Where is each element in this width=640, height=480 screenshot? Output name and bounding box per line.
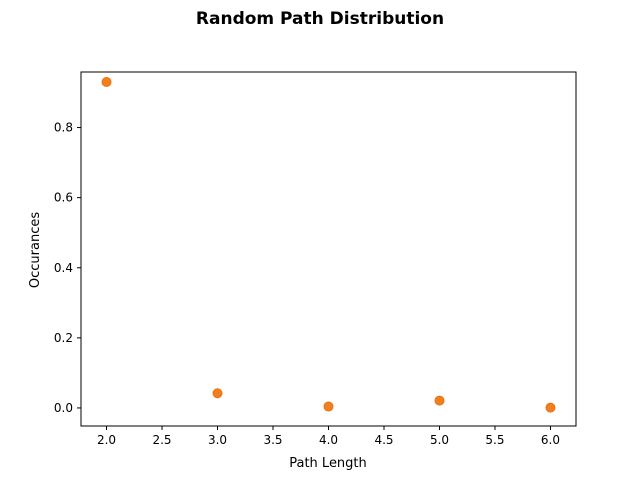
data-points bbox=[101, 76, 556, 413]
x-tick-label: 2.0 bbox=[97, 433, 116, 447]
x-tick-label: 3.5 bbox=[263, 433, 282, 447]
x-tick-label: 3.0 bbox=[208, 433, 227, 447]
y-tick-label: 0.4 bbox=[54, 261, 73, 275]
y-axis-ticks: 0.0 0.2 0.4 0.6 0.8 bbox=[54, 121, 81, 415]
y-tick-label: 0.6 bbox=[54, 191, 73, 205]
data-point bbox=[101, 76, 112, 87]
x-tick-label: 5.5 bbox=[485, 433, 504, 447]
x-tick-label: 4.5 bbox=[374, 433, 393, 447]
y-tick-label: 0.0 bbox=[54, 401, 73, 415]
y-tick-label: 0.8 bbox=[54, 121, 73, 135]
plot-frame bbox=[80, 71, 577, 427]
data-point bbox=[323, 401, 334, 412]
x-tick-label: 5.0 bbox=[430, 433, 449, 447]
x-axis-label: Path Length bbox=[289, 456, 367, 471]
y-axis-label: Occurances bbox=[28, 212, 43, 288]
data-point bbox=[212, 388, 223, 399]
x-tick-label: 2.5 bbox=[152, 433, 171, 447]
x-tick-label: 4.0 bbox=[319, 433, 338, 447]
data-point bbox=[545, 402, 556, 413]
y-tick-label: 0.2 bbox=[54, 331, 73, 345]
x-axis-ticks: 2.0 2.5 3.0 3.5 4.0 4.5 5.0 5.5 6.0 bbox=[97, 426, 560, 447]
plot-area bbox=[80, 71, 577, 427]
chart-title: Random Path Distribution bbox=[196, 9, 444, 29]
x-tick-label: 6.0 bbox=[541, 433, 560, 447]
data-point bbox=[434, 395, 445, 406]
